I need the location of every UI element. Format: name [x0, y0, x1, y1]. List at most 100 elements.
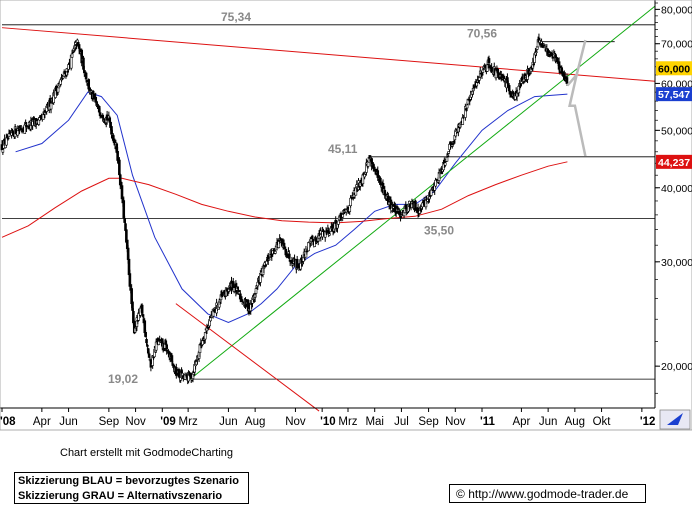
x-tick-label: Aug [565, 416, 585, 428]
candle-body [340, 219, 344, 221]
candle-body [365, 162, 368, 173]
price-marker-box [656, 154, 692, 169]
candle-body [84, 72, 88, 80]
moving-average-red [1, 161, 568, 238]
candle-body [282, 242, 286, 247]
candle-body [254, 288, 258, 294]
candle-body [465, 104, 469, 109]
candle-body [468, 99, 472, 102]
candle-body [490, 66, 493, 72]
x-tick-label: Nov [125, 416, 146, 428]
x-tick-label: Sep [418, 416, 438, 428]
candle-body [273, 251, 277, 254]
level-label: 70,56 [467, 27, 497, 41]
alternative-scenario-path [566, 39, 587, 157]
price-marker-label: 60,000 [658, 63, 690, 75]
candle-body [334, 219, 338, 225]
candle-body [565, 77, 569, 84]
trendline-3 [175, 303, 320, 412]
candle-body [535, 51, 538, 53]
candle-body [556, 57, 559, 63]
x-tick-label: '11 [480, 416, 495, 428]
candle-body [154, 341, 158, 351]
candle-body [291, 263, 295, 266]
candle-body [376, 170, 380, 178]
legend-line-gray: Skizzierung GRAU = Alternativszenario [18, 490, 223, 502]
candle-body [128, 273, 132, 287]
candle-body [122, 200, 126, 219]
x-tick-label: '09 [160, 416, 176, 428]
candle-body [435, 178, 438, 181]
x-tick-label: '12 [640, 416, 656, 428]
candle-body [141, 314, 145, 317]
x-tick-label: Sep [99, 416, 119, 428]
candle-body [16, 128, 20, 136]
level-label: 19,02 [108, 372, 138, 386]
chart-frame [0, 0, 692, 431]
candle-body [363, 174, 366, 178]
x-tick-label: Nov [285, 416, 306, 428]
price-markers: 57,547 44,237 60,000 [656, 61, 692, 169]
candle-body [277, 241, 281, 248]
horizontal-levels [2, 24, 655, 380]
candle-body [295, 258, 299, 269]
x-tick-label: Nov [445, 416, 466, 428]
candle-body [447, 151, 451, 154]
axes: 20,000 30,000 40,000 50,000 60,000 70,000 80,0… [0, 0, 692, 431]
candle-body [543, 45, 547, 48]
candle-body [23, 124, 27, 134]
candle-body [372, 166, 376, 169]
candle-body [101, 114, 105, 119]
candle-body [140, 304, 144, 314]
candle-body [49, 102, 53, 110]
source-link[interactable]: © http://www.godmode-trader.de [449, 484, 646, 503]
x-tick-label: Jun [539, 416, 558, 428]
candle-body [445, 156, 449, 162]
candle-body [211, 309, 215, 317]
candle-body [1, 149, 5, 153]
candle-body [487, 58, 491, 64]
candle-body [507, 85, 511, 92]
candle-body [337, 220, 340, 225]
x-tick-label: Mrz [338, 416, 357, 428]
candle-body [481, 69, 485, 73]
candle-body [146, 348, 150, 354]
candle-body [41, 114, 45, 120]
y-tick-label: 20,000 [661, 361, 692, 373]
candle-body [120, 185, 124, 200]
candle-body [288, 253, 291, 259]
x-tick-label: Apr [33, 416, 51, 428]
candle-body [446, 154, 450, 157]
candle-body [264, 264, 267, 267]
candle-body [429, 189, 433, 196]
candle-body [267, 258, 271, 261]
candlesticks [0, 33, 569, 385]
scenario-legend: Skizzierung BLAU = bevorzugtes Szenario … [14, 472, 249, 504]
price-marker-label: 57,547 [658, 89, 690, 101]
candle-body [475, 82, 479, 87]
candle-body [443, 162, 447, 166]
x-tick-label: Jun [59, 416, 78, 428]
candle-body [305, 250, 309, 253]
candle-body [145, 339, 148, 344]
x-tick-label: Jun [219, 416, 238, 428]
candle-body [146, 344, 149, 347]
legend-line-blue: Skizzierung BLAU = bevorzugtes Szenario [18, 475, 239, 487]
candle-body [379, 177, 382, 185]
candle-body [87, 79, 91, 90]
candle-body [144, 331, 147, 338]
scenario-sketch [566, 39, 587, 157]
candle-body [147, 353, 151, 358]
y-tick-label: 80,000 [661, 4, 692, 16]
y-tick-label: 70,000 [661, 39, 692, 51]
candle-body [532, 63, 535, 66]
candle-body [461, 117, 465, 125]
x-tick-label: Okt [593, 416, 612, 428]
x-tick-label: Mai [365, 416, 384, 428]
trendline-1 [1, 27, 656, 82]
candle-body [5, 137, 8, 146]
candle-body [464, 106, 467, 118]
candle-body [506, 77, 509, 84]
candle-body [70, 53, 74, 58]
